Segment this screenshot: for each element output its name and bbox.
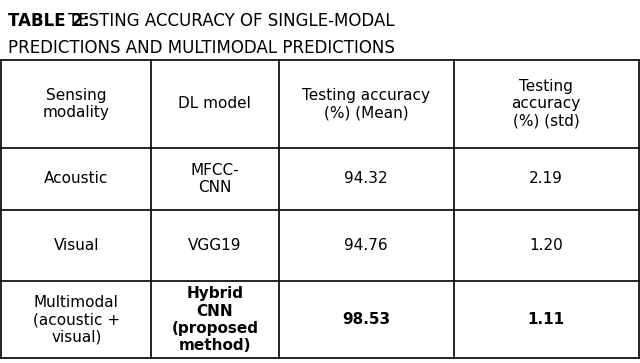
Text: TESTING ACCURACY OF SINGLE-MODAL: TESTING ACCURACY OF SINGLE-MODAL — [68, 12, 395, 30]
Text: 2.19: 2.19 — [529, 171, 563, 186]
Text: Multimodal
(acoustic +
visual): Multimodal (acoustic + visual) — [33, 295, 120, 344]
Text: 94.32: 94.32 — [344, 171, 388, 186]
Text: Acoustic: Acoustic — [44, 171, 108, 186]
Text: Visual: Visual — [54, 238, 99, 253]
Text: TABLE 2:: TABLE 2: — [8, 12, 90, 30]
Text: Testing
accuracy
(%) (std): Testing accuracy (%) (std) — [511, 79, 581, 129]
Text: Sensing
modality: Sensing modality — [43, 88, 109, 120]
Text: DL model: DL model — [179, 97, 252, 111]
Text: PREDICTIONS AND MULTIMODAL PREDICTIONS: PREDICTIONS AND MULTIMODAL PREDICTIONS — [8, 39, 395, 57]
Text: VGG19: VGG19 — [188, 238, 242, 253]
Text: 94.76: 94.76 — [344, 238, 388, 253]
Text: Hybrid
CNN
(proposed
method): Hybrid CNN (proposed method) — [172, 286, 259, 353]
Text: 98.53: 98.53 — [342, 312, 390, 327]
Text: 1.11: 1.11 — [527, 312, 564, 327]
Text: Testing accuracy
(%) (Mean): Testing accuracy (%) (Mean) — [302, 88, 430, 120]
Text: MFCC-
CNN: MFCC- CNN — [191, 163, 239, 195]
Text: 1.20: 1.20 — [529, 238, 563, 253]
